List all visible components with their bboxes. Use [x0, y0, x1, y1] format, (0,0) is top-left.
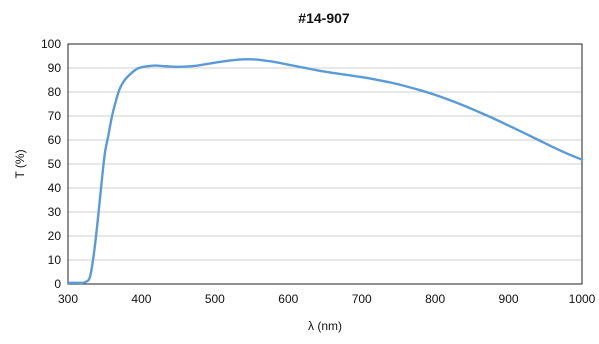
y-tick-label: 50: [48, 157, 62, 171]
chart-title: #14-907: [298, 10, 350, 26]
y-tick-label: 40: [48, 181, 62, 195]
x-axis-ticks: 300 400 500 600 700 800 900 1000: [58, 292, 596, 306]
x-tick-label: 500: [205, 292, 225, 306]
x-tick-label: 800: [425, 292, 445, 306]
y-axis-label: T (%): [13, 149, 27, 178]
y-tick-label: 70: [48, 109, 62, 123]
y-tick-label: 80: [48, 85, 62, 99]
x-tick-label: 300: [58, 292, 78, 306]
y-tick-label: 90: [48, 61, 62, 75]
y-tick-label: 10: [48, 253, 62, 267]
x-axis-label: λ (nm): [308, 319, 342, 333]
y-tick-label: 20: [48, 229, 62, 243]
x-tick-label: 900: [499, 292, 519, 306]
x-tick-label: 600: [278, 292, 298, 306]
transmission-series-line: [66, 58, 584, 285]
y-tick-label: 100: [41, 37, 61, 51]
y-axis-ticks: 0 10 20 30 40 50 60 70 80 90 100: [41, 37, 61, 291]
y-tick-label: 30: [48, 205, 62, 219]
x-tick-label: 700: [352, 292, 372, 306]
plot-area: [67, 43, 583, 285]
x-tick-label: 1000: [569, 292, 596, 306]
y-tick-label: 60: [48, 133, 62, 147]
series-group: [66, 58, 584, 285]
y-tick-label: 0: [54, 277, 61, 291]
x-tick-label: 400: [131, 292, 151, 306]
grid-lines: [68, 67, 582, 261]
